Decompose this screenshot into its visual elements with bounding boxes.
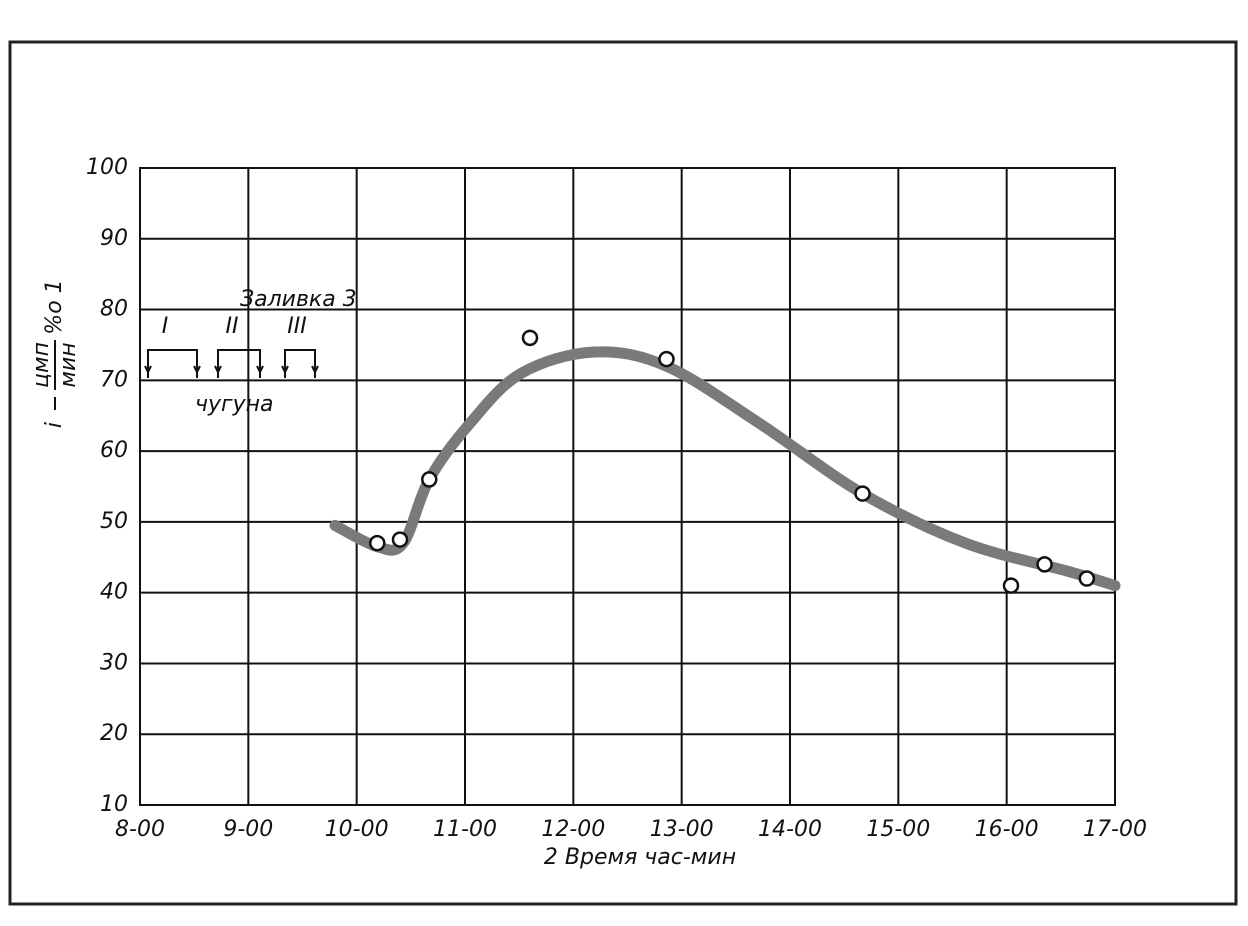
bracket bbox=[281, 349, 319, 378]
y-tick-label: 60 bbox=[100, 438, 128, 463]
annotation: Заливка 3 bbox=[240, 287, 357, 312]
bracket bbox=[214, 349, 264, 378]
y-label-denominator: мин bbox=[56, 342, 81, 387]
y-label-prefix: i bbox=[42, 422, 67, 428]
annotation: III bbox=[287, 314, 306, 339]
x-tick-label: 16-00 bbox=[975, 817, 1039, 842]
annotation: I bbox=[162, 314, 169, 339]
y-tick-label: 100 bbox=[86, 155, 128, 180]
data-point bbox=[421, 471, 438, 488]
data-point bbox=[1002, 577, 1020, 594]
y-axis-label: i цмп мин %о 1 bbox=[29, 279, 81, 428]
data-point bbox=[1078, 570, 1096, 587]
bracket bbox=[144, 349, 201, 378]
data-point bbox=[658, 350, 675, 368]
stage-brackets bbox=[144, 349, 319, 378]
y-label-numerator: цмп bbox=[29, 342, 54, 388]
data-point bbox=[521, 329, 539, 347]
plot-frame bbox=[139, 167, 1116, 806]
x-tick-label: 10-00 bbox=[325, 817, 389, 842]
x-tick-label: 11-00 bbox=[433, 817, 497, 842]
y-tick-label: 20 bbox=[100, 721, 128, 746]
x-tick-label: 8-00 bbox=[115, 817, 165, 842]
data-point bbox=[369, 534, 386, 552]
y-tick-label: 90 bbox=[100, 226, 128, 251]
data-point bbox=[1036, 556, 1053, 573]
annotation: чугуна bbox=[195, 392, 273, 417]
x-axis-label: 2 Время час-мин bbox=[544, 845, 736, 870]
x-tick-label: 13-00 bbox=[650, 817, 714, 842]
annotation: II bbox=[226, 314, 239, 339]
x-tick-label: 9-00 bbox=[223, 817, 273, 842]
y-label-suffix: %о 1 bbox=[42, 279, 67, 334]
y-tick-label: 50 bbox=[100, 509, 128, 534]
page-border bbox=[8, 40, 1238, 906]
y-tick-label: 30 bbox=[100, 650, 128, 675]
x-tick-label: 17-00 bbox=[1083, 817, 1147, 842]
x-tick-label: 15-00 bbox=[866, 817, 930, 842]
y-tick-label: 70 bbox=[100, 367, 128, 392]
x-tick-label: 14-00 bbox=[758, 817, 822, 842]
data-point bbox=[854, 485, 871, 502]
data-point bbox=[391, 531, 409, 548]
x-tick-label: 12-00 bbox=[541, 817, 605, 842]
y-tick-label: 80 bbox=[100, 297, 128, 322]
y-tick-label: 40 bbox=[100, 580, 128, 605]
y-tick-label: 10 bbox=[100, 792, 128, 817]
curve bbox=[329, 346, 1121, 592]
